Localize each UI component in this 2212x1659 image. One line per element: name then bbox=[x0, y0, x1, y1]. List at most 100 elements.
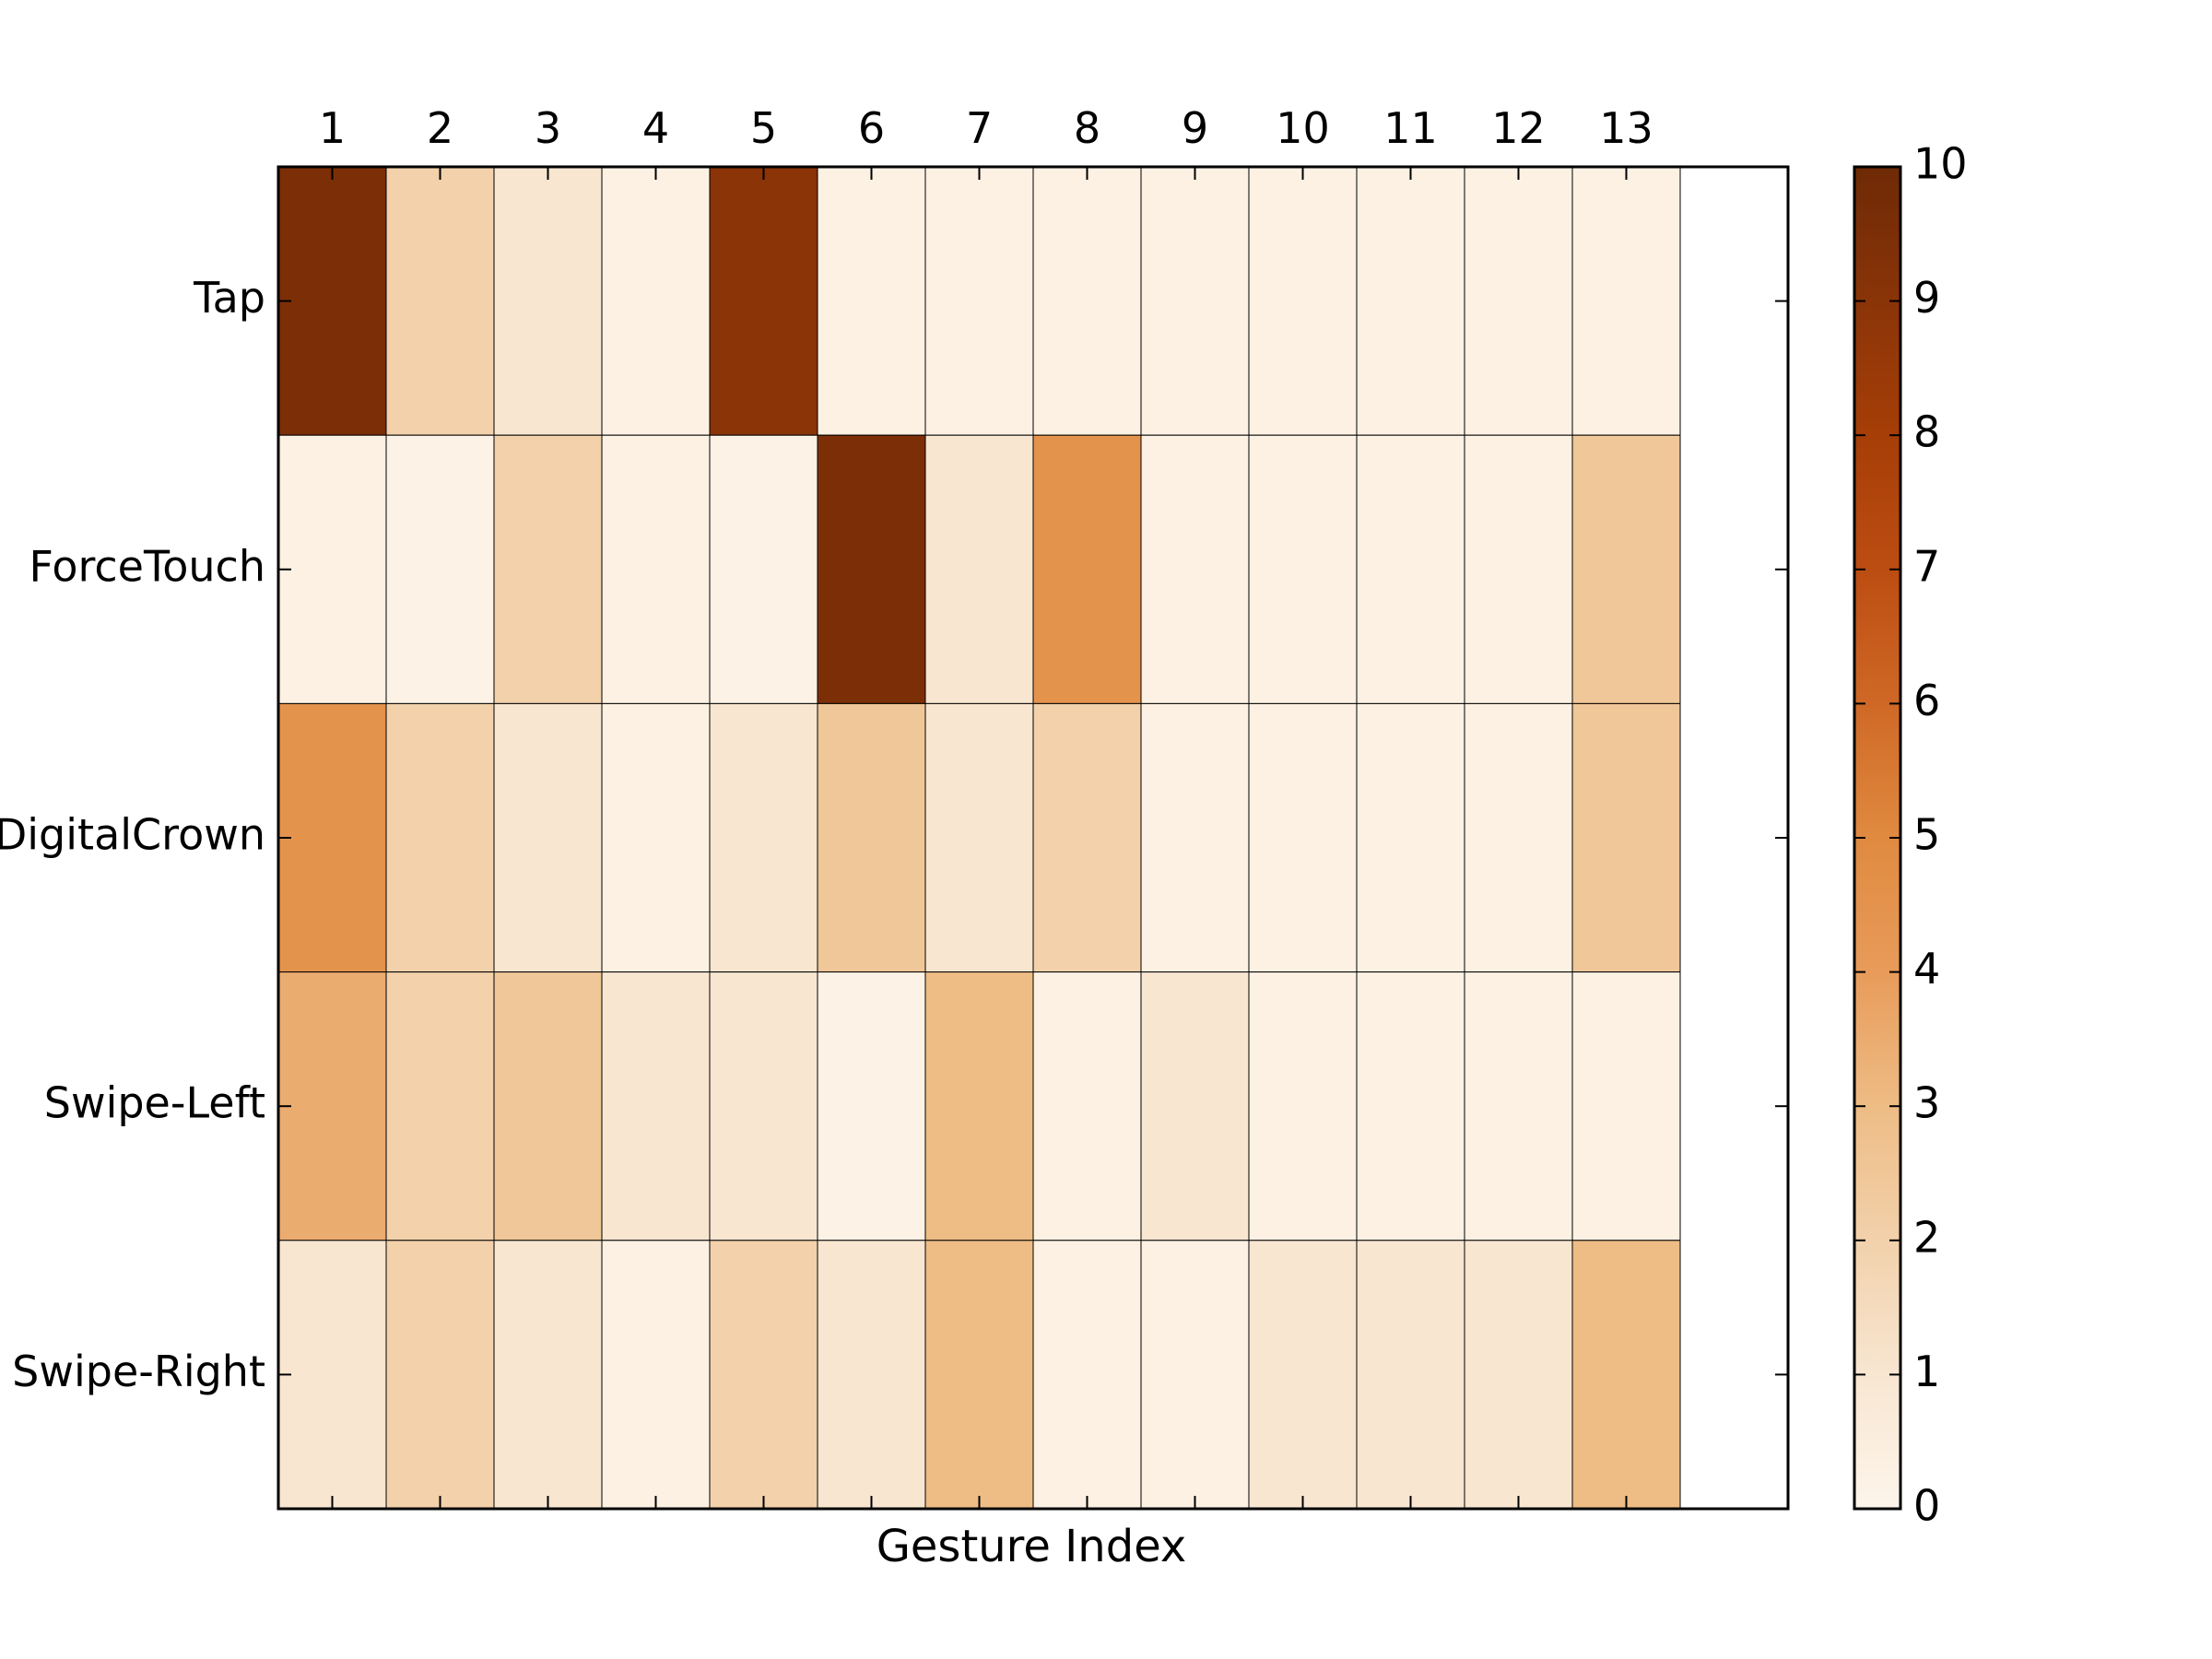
x-tick-label: 11 bbox=[1383, 103, 1438, 153]
x-tick-label: 12 bbox=[1491, 103, 1546, 153]
colorbar-tick-label: 7 bbox=[1913, 541, 1940, 591]
heatmap-cell bbox=[1356, 702, 1465, 973]
y-tick-label: DigitalCrown bbox=[0, 810, 265, 860]
heatmap-cell bbox=[709, 166, 818, 436]
heatmap-cell bbox=[1248, 702, 1358, 973]
colorbar-tick-label: 3 bbox=[1913, 1078, 1940, 1128]
heatmap-cell bbox=[1356, 971, 1465, 1241]
heatmap-cell bbox=[493, 1240, 603, 1510]
x-tick-label: 1 bbox=[319, 103, 346, 153]
x-tick-label: 3 bbox=[535, 103, 561, 153]
heatmap-cell bbox=[277, 702, 387, 973]
heatmap-cells bbox=[277, 166, 1681, 1510]
heatmap-cell bbox=[1464, 434, 1573, 704]
heatmap-cell bbox=[1032, 702, 1142, 973]
heatmap-cell bbox=[1571, 166, 1681, 436]
heatmap-cell bbox=[1571, 971, 1681, 1241]
x-tick-label: 6 bbox=[858, 103, 885, 153]
heatmap-cell bbox=[1248, 1240, 1358, 1510]
heatmap-cell bbox=[385, 434, 495, 704]
colorbar-tick-label: 2 bbox=[1913, 1212, 1940, 1262]
y-tick-label: Swipe-Right bbox=[12, 1347, 265, 1396]
heatmap-cell bbox=[277, 166, 387, 436]
x-tick-label: 8 bbox=[1074, 103, 1100, 153]
x-tick-label: 9 bbox=[1182, 103, 1208, 153]
heatmap-cell bbox=[1571, 434, 1681, 704]
heatmap-cell bbox=[1571, 1240, 1681, 1510]
heatmap-cell bbox=[277, 971, 387, 1241]
colorbar-tick-label: 8 bbox=[1913, 407, 1940, 457]
x-tick-label: 2 bbox=[427, 103, 453, 153]
heatmap-cell bbox=[493, 971, 603, 1241]
heatmap-cell bbox=[601, 1240, 711, 1510]
heatmap-cell bbox=[385, 702, 495, 973]
heatmap-cell bbox=[1140, 971, 1250, 1241]
heatmap-cell bbox=[817, 702, 926, 973]
heatmap-cell bbox=[817, 1240, 926, 1510]
heatmap-cell bbox=[601, 702, 711, 973]
heatmap-cell bbox=[1032, 1240, 1142, 1510]
y-tick-labels: Tap ForceTouch DigitalCrown Swipe-Left Swipe… bbox=[0, 273, 265, 1396]
heatmap-cell bbox=[1032, 166, 1142, 436]
colorbar-tick-label: 6 bbox=[1913, 676, 1940, 725]
x-tick-label: 13 bbox=[1599, 103, 1653, 153]
colorbar-tick-label: 1 bbox=[1913, 1347, 1940, 1396]
heatmap-cell bbox=[493, 434, 603, 704]
heatmap-cell bbox=[1464, 1240, 1573, 1510]
heatmap-cell bbox=[1140, 434, 1250, 704]
heatmap-cell bbox=[1032, 434, 1142, 704]
heatmap-cell bbox=[385, 166, 495, 436]
heatmap-cell bbox=[277, 1240, 387, 1510]
colorbar-tick-label: 5 bbox=[1913, 810, 1940, 860]
heatmap-cell bbox=[1140, 1240, 1250, 1510]
axis-ticks bbox=[278, 167, 1788, 1509]
heatmap-cell bbox=[601, 971, 711, 1241]
heatmap-cell bbox=[1248, 434, 1358, 704]
y-tick-label: Tap bbox=[193, 273, 265, 323]
heatmap-cell bbox=[601, 166, 711, 436]
heatmap-cell bbox=[1571, 702, 1681, 973]
x-tick-label: 10 bbox=[1276, 103, 1330, 153]
x-tick-label: 4 bbox=[642, 103, 669, 153]
x-tick-label: 7 bbox=[966, 103, 993, 153]
heatmap-cell bbox=[1140, 702, 1250, 973]
heatmap-cell bbox=[817, 434, 926, 704]
heatmap-cell bbox=[1356, 166, 1465, 436]
colorbar-tick-label: 4 bbox=[1913, 944, 1940, 994]
heatmap-cell bbox=[924, 702, 1034, 973]
heatmap-cell bbox=[924, 166, 1034, 436]
heatmap-cell bbox=[1248, 971, 1358, 1241]
heatmap-cell bbox=[817, 166, 926, 436]
x-axis-label: Gesture Index bbox=[877, 1521, 1187, 1572]
heatmap-cell bbox=[709, 971, 818, 1241]
heatmap-cell bbox=[709, 434, 818, 704]
heatmap-cell bbox=[1032, 971, 1142, 1241]
colorbar-ticks: 0 1 2 3 4 5 6 7 8 9 10 bbox=[1854, 139, 1968, 1531]
x-tick-labels: 1 2 3 4 5 6 7 8 9 10 11 12 13 bbox=[319, 103, 1653, 153]
heatmap-cell bbox=[385, 1240, 495, 1510]
heatmap-cell bbox=[817, 971, 926, 1241]
colorbar-tick-label: 9 bbox=[1913, 273, 1940, 323]
colorbar-tick-label: 0 bbox=[1913, 1481, 1940, 1531]
heatmap-cell bbox=[601, 434, 711, 704]
x-tick-label: 5 bbox=[750, 103, 777, 153]
heatmap-cell bbox=[385, 971, 495, 1241]
heatmap-cell bbox=[709, 1240, 818, 1510]
heatmap-cell bbox=[1464, 702, 1573, 973]
heatmap-cell bbox=[1356, 1240, 1465, 1510]
colorbar-tick-label: 10 bbox=[1913, 139, 1968, 189]
heatmap-cell bbox=[277, 434, 387, 704]
heatmap-cell bbox=[1356, 434, 1465, 704]
heatmap-cell bbox=[709, 702, 818, 973]
heatmap-cell bbox=[924, 434, 1034, 704]
y-tick-label: ForceTouch bbox=[29, 541, 265, 591]
plot-frame bbox=[276, 165, 1790, 1511]
heatmap-cell bbox=[1248, 166, 1358, 436]
heatmap-cell bbox=[1140, 166, 1250, 436]
heatmap-cell bbox=[493, 166, 603, 436]
heatmap-cell bbox=[924, 971, 1034, 1241]
heatmap-cell bbox=[1464, 971, 1573, 1241]
heatmap-cell bbox=[493, 702, 603, 973]
heatmap-cell bbox=[1464, 166, 1573, 436]
y-tick-label: Swipe-Left bbox=[44, 1078, 265, 1128]
